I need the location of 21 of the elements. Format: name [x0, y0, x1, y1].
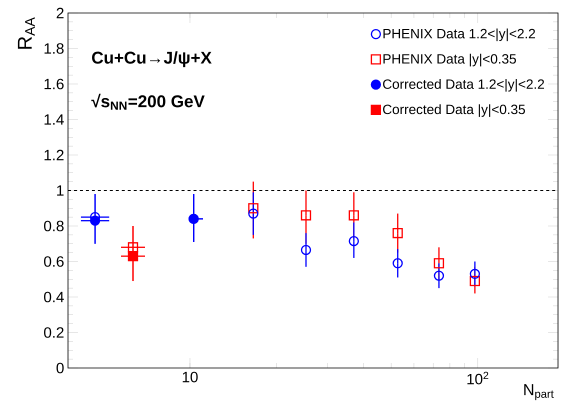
legend-label: PHENIX Data |y|<0.35: [383, 54, 516, 66]
y-tick-label: 0: [56, 362, 64, 374]
x-axis-title: N$_{part}$: [524, 384, 554, 400]
y-tick-label: 0.8: [44, 220, 64, 232]
y-tick-label: 2: [56, 8, 64, 18]
y-tick-label: 1.4: [44, 114, 64, 125]
legend-label: Corrected Data 1.2<|y|<2.2: [383, 79, 544, 92]
y-axis-title: R$_{AA}$: [18, 17, 35, 49]
legend-label: Corrected Data |y|<0.35: [383, 104, 525, 117]
annotation: √s$_{NN}$=200 GeV: [91, 94, 205, 110]
y-tick-label: 1.2: [44, 150, 64, 160]
legend-label: PHENIX Data 1.2<|y|<2.2: [383, 28, 536, 42]
y-tick-label: 1: [57, 185, 64, 196]
x-tick-label: 10$^{2}$: [467, 372, 488, 384]
annotation: Cu+Cu→J/ψ+X: [92, 51, 212, 68]
y-tick-label: 0.2: [44, 327, 64, 338]
y-tick-label: 0.4: [44, 292, 64, 302]
y-tick-label: 1.6: [44, 78, 64, 90]
y-tick-label: 1.8: [44, 43, 64, 54]
x-tick-label: 10: [182, 372, 198, 382]
y-tick-label: 0.6: [44, 256, 64, 267]
